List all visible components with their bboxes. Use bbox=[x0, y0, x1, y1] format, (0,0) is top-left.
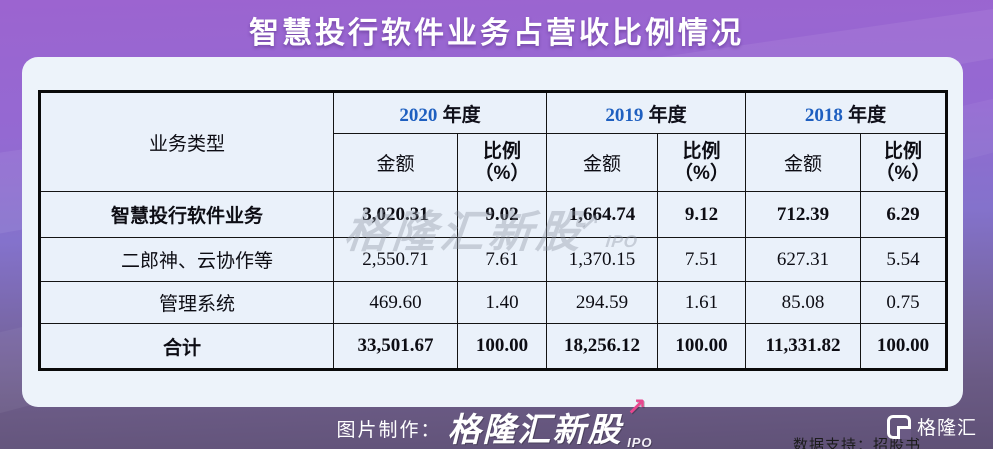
header-year-2019: 2019 年度 bbox=[546, 91, 746, 134]
row-label: 智慧投行软件业务 bbox=[39, 191, 334, 238]
row-label-total: 合计 bbox=[39, 323, 334, 370]
cell-ratio-2019: 1.61 bbox=[657, 281, 746, 324]
year-suffix: 年度 bbox=[643, 104, 687, 126]
cell-amount-2020: 469.60 bbox=[333, 281, 458, 324]
table-row: 管理系统 469.60 1.40 294.59 1.61 85.08 0.75 bbox=[39, 281, 947, 324]
year-suffix: 年度 bbox=[842, 104, 887, 126]
header-ratio: 比例 （%） bbox=[860, 133, 947, 192]
brand-ipo-label: IPO bbox=[627, 435, 653, 449]
cell-ratio-2019: 7.51 bbox=[657, 237, 746, 282]
cell-amount-2019: 294.59 bbox=[546, 281, 658, 324]
year-suffix: 年度 bbox=[437, 104, 481, 126]
cell-ratio-2018: 0.75 bbox=[860, 281, 947, 324]
data-card: 业务类型 2020 年度 2019 年度 2018 年度 金额 比例 （%） 金… bbox=[22, 57, 963, 449]
footer: 图片制作： 格隆汇新股 ↗ IPO bbox=[0, 394, 993, 449]
cell-amount-2018: 85.08 bbox=[745, 281, 861, 324]
cell-ratio-2018: 6.29 bbox=[860, 191, 947, 238]
gelonghui-logo-text: 格隆汇 bbox=[916, 418, 977, 439]
year-number: 2020 bbox=[399, 104, 438, 126]
brand-text: 格隆汇新股 bbox=[447, 411, 623, 448]
header-ratio: 比例 （%） bbox=[457, 133, 547, 192]
header-amount: 金额 bbox=[745, 133, 861, 192]
cell-amount-2020: 33,501.67 bbox=[333, 323, 458, 370]
cell-ratio-2019: 100.00 bbox=[657, 323, 746, 370]
footer-credit-label: 图片制作： bbox=[336, 419, 442, 441]
year-number: 2019 bbox=[605, 104, 644, 126]
year-number: 2018 bbox=[804, 104, 843, 126]
table-row: 二郎神、云协作等 2,550.71 7.61 1,370.15 7.51 627… bbox=[39, 237, 947, 282]
gelonghui-logo: 格隆汇 bbox=[886, 413, 977, 440]
table-row: 智慧投行软件业务 3,020.31 9.02 1,664.74 9.12 712… bbox=[39, 191, 947, 238]
cell-ratio-2019: 9.12 bbox=[657, 191, 746, 238]
cell-amount-2019: 18,256.12 bbox=[546, 323, 658, 370]
cell-amount-2018: 712.39 bbox=[745, 191, 861, 238]
header-business-type: 业务类型 bbox=[39, 91, 334, 192]
cell-amount-2018: 11,331.82 bbox=[745, 323, 861, 370]
header-year-2020: 2020 年度 bbox=[333, 91, 547, 134]
g-mark-icon bbox=[886, 414, 911, 439]
cell-ratio-2018: 100.00 bbox=[860, 323, 947, 370]
table-row-total: 合计 33,501.67 100.00 18,256.12 100.00 11,… bbox=[39, 323, 947, 370]
source-note: 数据支持：招股书 bbox=[792, 437, 921, 449]
page-title: 智慧投行软件业务占营收比例情况 bbox=[249, 17, 744, 50]
header-amount: 金额 bbox=[333, 133, 458, 192]
cell-amount-2019: 1,664.74 bbox=[546, 191, 658, 238]
header-year-2018: 2018 年度 bbox=[745, 91, 947, 134]
cell-amount-2020: 3,020.31 bbox=[333, 191, 458, 238]
cell-ratio-2020: 100.00 bbox=[457, 323, 547, 370]
cell-amount-2020: 2,550.71 bbox=[333, 237, 458, 282]
brand-logo: 格隆汇新股 ↗ IPO bbox=[447, 394, 657, 449]
header-amount: 金额 bbox=[546, 133, 658, 192]
cell-ratio-2020: 9.02 bbox=[457, 191, 547, 238]
cell-amount-2019: 1,370.15 bbox=[546, 237, 658, 282]
arrow-up-icon: ↗ bbox=[626, 394, 649, 421]
header-ratio: 比例 （%） bbox=[657, 133, 746, 192]
business-revenue-table: 业务类型 2020 年度 2019 年度 2018 年度 金额 比例 （%） 金… bbox=[38, 90, 948, 371]
row-label: 二郎神、云协作等 bbox=[39, 237, 334, 282]
cell-ratio-2020: 7.61 bbox=[457, 237, 547, 282]
row-label: 管理系统 bbox=[39, 281, 334, 324]
cell-ratio-2020: 1.40 bbox=[457, 281, 547, 324]
cell-ratio-2018: 5.54 bbox=[860, 237, 947, 282]
cell-amount-2018: 627.31 bbox=[745, 237, 861, 282]
